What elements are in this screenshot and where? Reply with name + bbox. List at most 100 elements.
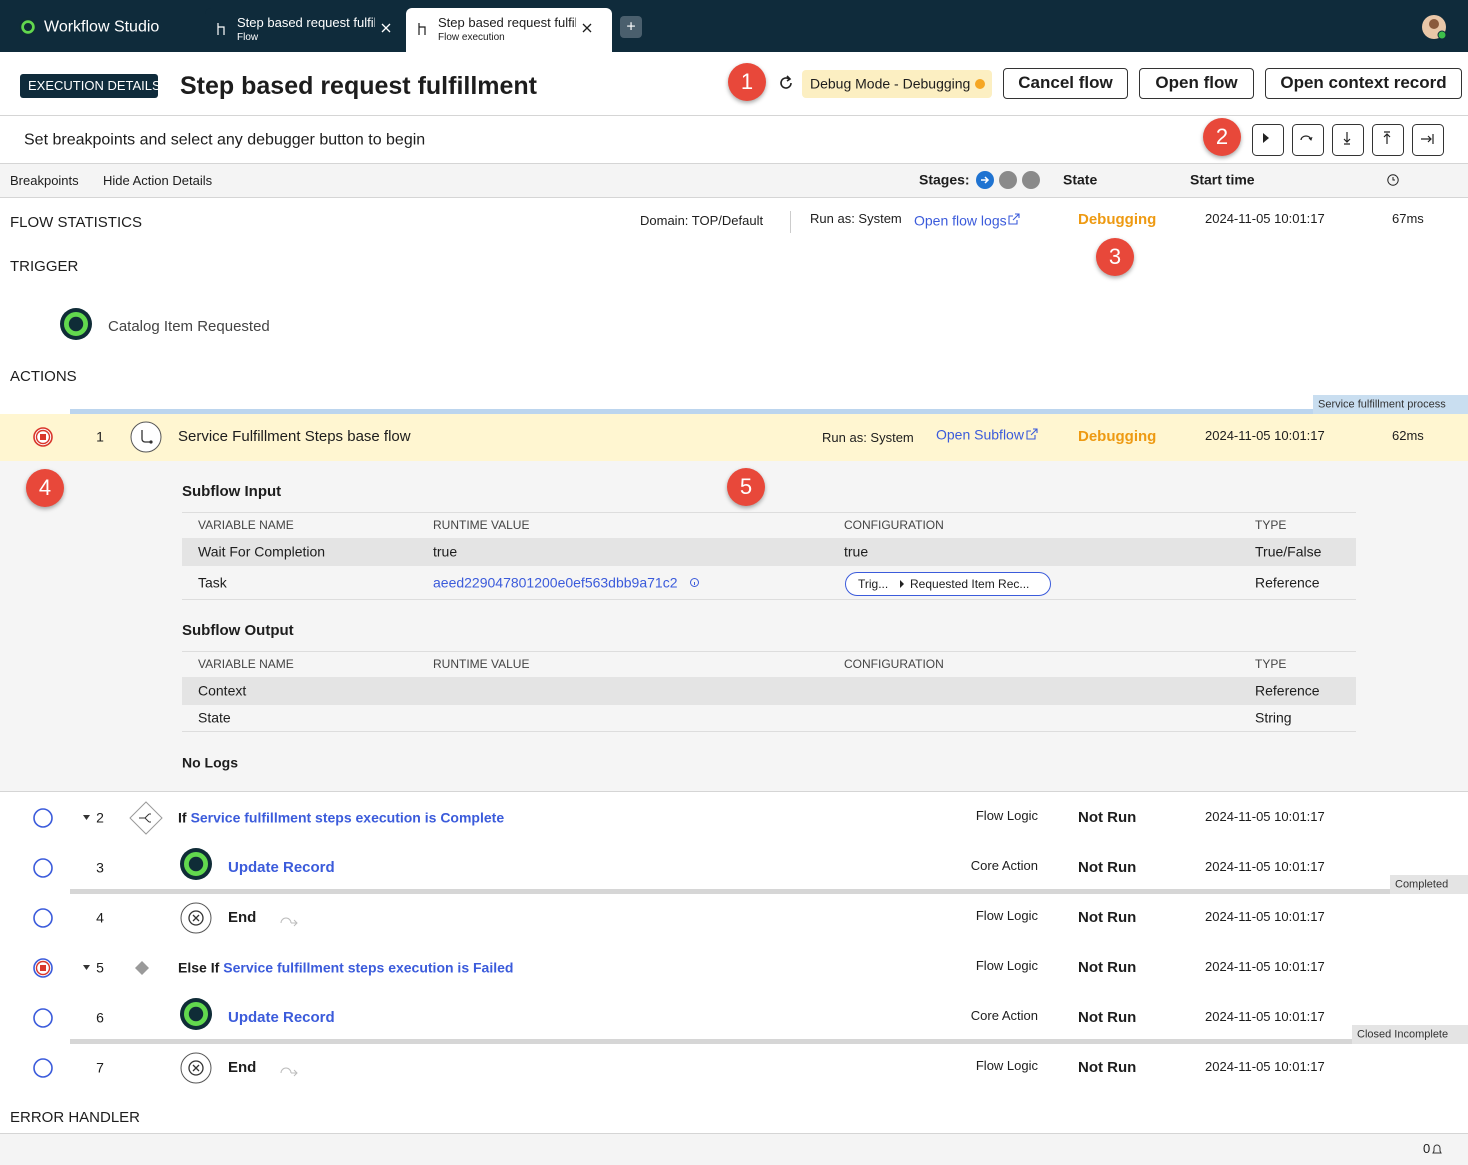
start-time: 2024-11-05 10:01:17: [1205, 1059, 1325, 1075]
debugger-button[interactable]: [1292, 124, 1324, 156]
separator: [790, 211, 791, 233]
action-link[interactable]: Update Record: [228, 1009, 335, 1026]
state: Not Run: [1078, 859, 1137, 876]
pill-part: Trig...: [858, 576, 889, 591]
start-time: 2024-11-05 10:01:17: [1205, 959, 1325, 975]
duration: 62ms: [1392, 428, 1424, 444]
state: Not Run: [1078, 809, 1137, 826]
state: Not Run: [1078, 959, 1137, 976]
footer: [0, 1133, 1468, 1165]
table-rule: [182, 512, 1356, 513]
toolbar: [0, 163, 1468, 198]
breakpoint[interactable]: [32, 426, 54, 448]
condition-link[interactable]: Service fulfillment steps execution is F…: [223, 959, 514, 976]
add-tab-label: +: [626, 18, 636, 36]
bell: [1432, 1144, 1442, 1154]
table-title: Subflow Output: [182, 622, 294, 639]
debugger-button[interactable]: [1372, 124, 1404, 156]
callout: [728, 63, 766, 101]
badge-label: EXECUTION DETAILS: [28, 78, 161, 94]
button[interactable]: [1003, 68, 1128, 99]
tab[interactable]: [205, 8, 411, 52]
app-name: Workflow Studio: [44, 18, 160, 36]
row-number: 2: [96, 809, 104, 826]
action-link[interactable]: Update Record: [228, 859, 335, 876]
cell: true: [844, 543, 869, 560]
stage-label-box: [1390, 875, 1468, 894]
debugger-button[interactable]: [1252, 124, 1284, 156]
callout: [1096, 238, 1134, 276]
add-tab[interactable]: [620, 16, 642, 38]
table-rule: [182, 651, 1356, 652]
cell: Context: [198, 682, 247, 699]
clock: [1387, 174, 1399, 186]
table-header: CONFIGURATION: [844, 517, 944, 532]
row-number: 6: [96, 1009, 104, 1026]
refresh[interactable]: [778, 75, 794, 91]
state: Debugging: [1078, 211, 1157, 228]
stage-bar: [70, 409, 1468, 414]
flow-logs-link[interactable]: Open flow logs: [914, 212, 1007, 229]
category: Flow Logic: [975, 1058, 1038, 1074]
condition-link[interactable]: Service fulfillment steps execution is C…: [190, 809, 505, 826]
tab-close[interactable]: [381, 23, 391, 33]
breakpoint[interactable]: [32, 907, 54, 929]
toolbar-link[interactable]: Hide Action Details: [103, 173, 213, 189]
stage-label: Service fulfillment process: [1318, 398, 1446, 411]
toolbar-link[interactable]: Breakpoints: [10, 173, 79, 189]
cell: State: [198, 709, 231, 726]
breakpoint[interactable]: [32, 807, 54, 829]
table-header: VARIABLE NAME: [198, 517, 294, 532]
start-time: 2024-11-05 10:01:17: [1205, 428, 1325, 444]
callout: [26, 469, 64, 507]
duration: 67ms: [1392, 211, 1424, 227]
cell-link[interactable]: aeed229047801200e0ef563dbb9a71c2: [433, 574, 678, 591]
caret: [83, 965, 90, 970]
subflow-link[interactable]: Open Subflow: [936, 426, 1024, 443]
stage-label: Completed: [1395, 878, 1449, 891]
no-logs: No Logs: [182, 754, 238, 771]
green-icon: [180, 848, 212, 880]
breakpoint[interactable]: [32, 1057, 54, 1079]
cell: True/False: [1255, 543, 1322, 560]
breakpoint[interactable]: [32, 1007, 54, 1029]
tab-icon: [418, 23, 426, 35]
trigger-name: Catalog Item Requested: [108, 318, 270, 335]
run-as: Run as: System: [822, 430, 914, 446]
category: Flow Logic: [975, 808, 1038, 824]
row-number: 4: [96, 909, 104, 926]
tab-title: Step based request fulfillment: [237, 15, 375, 31]
tab[interactable]: [406, 8, 612, 52]
button-label[interactable]: Open flow: [1155, 72, 1238, 92]
start-time: 2024-11-05 10:01:17: [1205, 809, 1325, 825]
button[interactable]: [1265, 68, 1462, 99]
button-label[interactable]: Cancel flow: [1018, 72, 1113, 92]
callout: [727, 468, 765, 506]
table-header: TYPE: [1255, 656, 1287, 671]
table-row: [182, 538, 1356, 566]
breakpoint[interactable]: [32, 857, 54, 879]
breakpoint[interactable]: [32, 957, 54, 979]
table-row: [182, 705, 1356, 732]
tab-icon: [217, 23, 225, 35]
debugger-button[interactable]: [1412, 124, 1444, 156]
table-header: CONFIGURATION: [844, 656, 944, 671]
category: Flow Logic: [975, 908, 1038, 924]
debug-pill: [802, 70, 992, 98]
state: Not Run: [1078, 909, 1137, 926]
green-icon: [60, 308, 92, 340]
stage-dot: [999, 171, 1017, 189]
prefix: Else If: [178, 959, 220, 976]
button-label[interactable]: Open context record: [1280, 72, 1447, 92]
button[interactable]: [1139, 68, 1254, 99]
tab-close[interactable]: [582, 23, 592, 33]
stage-label-box: [1313, 395, 1468, 414]
debug-mode: Debug Mode - Debugging: [810, 75, 971, 92]
prefix: If: [178, 809, 187, 826]
config-pill[interactable]: [845, 572, 1051, 596]
category: Flow Logic: [975, 958, 1038, 974]
debugger-button[interactable]: [1332, 124, 1364, 156]
details: [0, 461, 1468, 792]
stage-dot: [976, 171, 994, 189]
